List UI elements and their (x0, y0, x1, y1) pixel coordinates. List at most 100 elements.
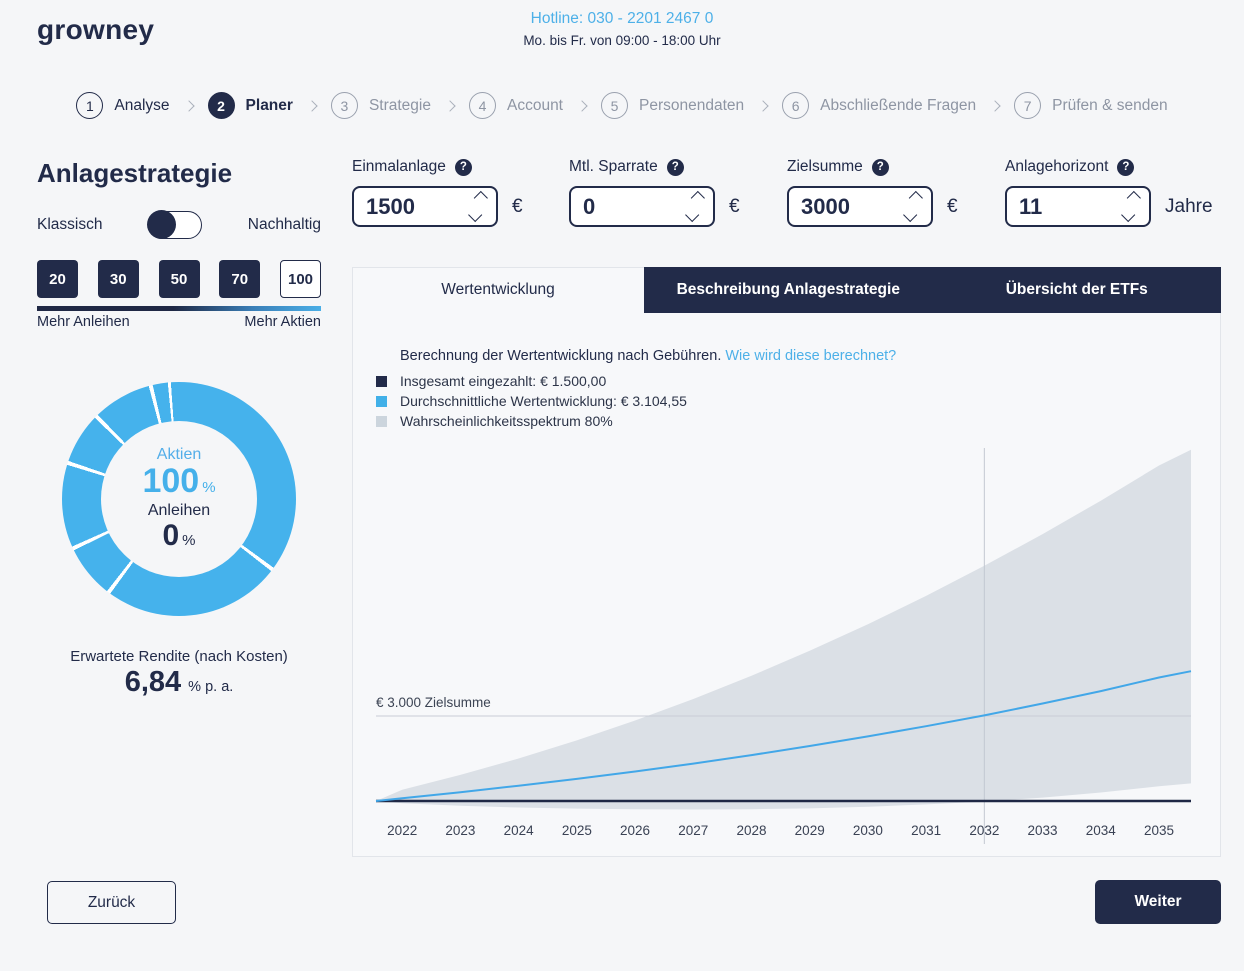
average-development-line (375, 670, 1192, 802)
year-axis-label: 2027 (678, 823, 708, 838)
mtl-sparrate-input-box (569, 186, 715, 227)
donut-anleihen-value: 0% (162, 519, 196, 553)
growth-projection-chart: € 3.000 Zielsumme 2022 2023 2024 2025 2026 202… (375, 448, 1192, 844)
back-button[interactable]: Zurück (47, 881, 176, 924)
legend-label: Durchschnittliche Wertentwicklung: € 3.1… (400, 393, 687, 409)
risk-level-100-button[interactable]: 100 (280, 260, 321, 298)
einmalanlage-input-box (352, 186, 498, 227)
year-axis-label: 2034 (1086, 823, 1117, 838)
donut-anleihen-label: Anleihen (147, 502, 211, 520)
growney-logo: growney (37, 14, 155, 45)
inactive-tabs: Beschreibung Anlagestrategie Übersicht de… (644, 267, 1221, 313)
stepper-separator-icon (306, 99, 318, 112)
risk-level-70-button[interactable]: 70 (219, 260, 261, 298)
expected-return-label: Erwartete Rendite (nach Kosten) (70, 648, 288, 665)
probability-band-area (376, 449, 1191, 810)
stepper-step-strategie[interactable]: 3 Strategie (330, 92, 431, 119)
zielsumme-input[interactable] (789, 193, 889, 220)
increment-chevron-icon[interactable] (908, 190, 923, 206)
legend-label: Wahrscheinlichkeitsspektrum 80% (400, 413, 613, 429)
decrement-chevron-icon[interactable] (685, 207, 700, 223)
toggle-label-klassisch[interactable]: Klassisch (37, 216, 103, 233)
year-axis-label: 2022 (387, 823, 417, 838)
stepper-step-personendaten[interactable]: 5 Personendaten (601, 92, 744, 119)
decrement-chevron-icon[interactable] (903, 207, 918, 223)
stepper-separator-icon (444, 99, 456, 112)
help-icon[interactable]: ? (666, 158, 684, 176)
help-icon[interactable]: ? (871, 158, 889, 176)
risk-level-30-button[interactable]: 30 (97, 260, 139, 298)
decrement-chevron-icon[interactable] (1121, 207, 1136, 223)
field-label-text: Einmalanlage (352, 158, 446, 175)
stepper-step-abschlie-ende-fragen[interactable]: 6 Abschließende Fragen (782, 92, 976, 119)
risk-gradient-bar (37, 306, 321, 311)
risk-scale-labels: Mehr Anleihen Mehr Aktien (37, 314, 321, 330)
toggle-knob (147, 210, 177, 239)
number-stepper (1121, 188, 1141, 225)
donut-anleihen-unit: % (182, 532, 196, 550)
field-row: € (787, 186, 958, 227)
increment-chevron-icon[interactable] (473, 190, 488, 206)
field-mtl-sparrate: Mtl. Sparrate? € (569, 158, 740, 227)
field-zielsumme: Zielsumme? € (787, 158, 958, 227)
tab-wertentwicklung[interactable]: Wertentwicklung (441, 281, 555, 298)
expected-return-unit: % p. a. (188, 679, 234, 695)
chart-description: Berechnung der Wertentwicklung nach Gebü… (400, 348, 897, 364)
stepper-step-pr-fen-senden[interactable]: 7 Prüfen & senden (1014, 92, 1168, 119)
number-stepper (903, 188, 923, 225)
tab-beschreibung-anlagestrategie[interactable]: Beschreibung Anlagestrategie (676, 281, 900, 298)
how-calculated-link[interactable]: Wie wird diese berechnet? (725, 348, 897, 364)
help-icon[interactable]: ? (1117, 158, 1135, 176)
progress-stepper: 1 Analyse 2 Planer 3 Strategie 4 Account 5 Person… (0, 92, 1244, 119)
stepper-separator-icon (182, 99, 195, 112)
stepper-step-analyse[interactable]: 1 Analyse (76, 92, 170, 119)
step-number: 1 (76, 92, 104, 119)
field-anlagehorizont: Anlagehorizont? Jahre (1005, 158, 1213, 227)
legend-item: Wahrscheinlichkeitsspektrum 80% (376, 411, 687, 431)
scale-label-aktien: Mehr Aktien (244, 314, 321, 330)
donut-aktien-label: Aktien (156, 446, 202, 464)
field-suffix: € (512, 195, 523, 217)
toggle-label-nachhaltig[interactable]: Nachhaltig (247, 216, 321, 233)
stepper-step-account[interactable]: 4 Account (468, 92, 563, 119)
risk-level-20-button[interactable]: 20 (37, 260, 78, 298)
field-label-text: Anlagehorizont (1005, 158, 1109, 175)
help-icon[interactable]: ? (454, 158, 472, 176)
page-title: Anlagestrategie (37, 158, 233, 188)
scale-label-anleihen: Mehr Anleihen (37, 314, 130, 330)
step-label: Planer (245, 96, 293, 114)
anlagehorizont-input[interactable] (1007, 193, 1107, 220)
klassisch-nachhaltig-toggle[interactable] (147, 210, 203, 239)
panel-tabbar: Wertentwicklung Beschreibung Anlagestrat… (352, 267, 1221, 313)
step-label: Strategie (368, 96, 431, 114)
field-label: Einmalanlage? (352, 158, 523, 176)
wertentwicklung-panel: Wertentwicklung Beschreibung Anlagestrat… (352, 267, 1221, 857)
field-suffix: € (947, 195, 958, 217)
increment-chevron-icon[interactable] (1126, 190, 1141, 206)
mtl-sparrate-input[interactable] (571, 193, 671, 220)
einmalanlage-input[interactable] (354, 193, 454, 220)
legend-label: Insgesamt eingezahlt: € 1.500,00 (400, 373, 607, 389)
year-axis-label: 2025 (562, 823, 592, 838)
stepper-step-planer[interactable]: 2 Planer (207, 92, 293, 119)
legend-swatch (376, 375, 387, 387)
step-label: Prüfen & senden (1052, 96, 1168, 114)
tab--bersicht-der-etfs[interactable]: Übersicht der ETFs (1005, 281, 1148, 298)
increment-chevron-icon[interactable] (690, 190, 705, 206)
step-number: 3 (330, 92, 358, 119)
year-axis-label: 2028 (736, 823, 766, 838)
donut-aktien-unit: % (202, 479, 216, 497)
year-axis-label: 2030 (853, 823, 883, 838)
target-sum-label: € 3.000 Zielsumme (376, 695, 491, 710)
field-row: € (352, 186, 523, 227)
decrement-chevron-icon[interactable] (468, 207, 483, 223)
next-button[interactable]: Weiter (1095, 880, 1221, 924)
field-label: Mtl. Sparrate? (569, 158, 740, 176)
risk-level-50-button[interactable]: 50 (158, 260, 200, 298)
allocation-donut-chart: Aktien 100% Anleihen 0% (62, 382, 296, 616)
donut-center: Aktien 100% Anleihen 0% (101, 421, 257, 577)
step-number: 2 (207, 92, 235, 119)
step-label: Abschließende Fragen (820, 96, 977, 114)
hotline-phone[interactable]: Hotline: 030 - 2201 2467 0 (530, 10, 714, 27)
